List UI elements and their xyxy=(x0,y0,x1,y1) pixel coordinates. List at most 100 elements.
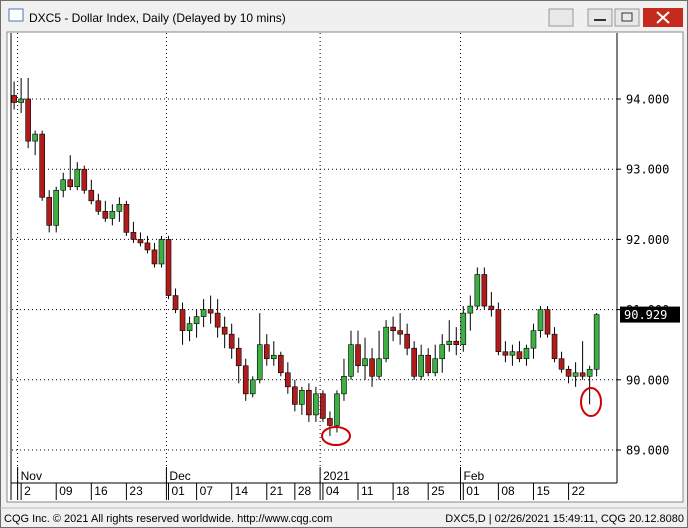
candle-body xyxy=(544,309,551,335)
candle-body xyxy=(242,365,249,395)
candle-body xyxy=(565,368,572,377)
status-right: DXC5,D | 02/26/2021 15:49:11, CQG 20.12.… xyxy=(445,513,684,525)
last-price-label: 90.929 xyxy=(624,308,667,322)
month-label: 2021 xyxy=(323,469,350,483)
candle-body xyxy=(102,211,109,219)
candle-body xyxy=(397,330,403,335)
candle-body xyxy=(341,375,347,395)
x-tick-label: 01 xyxy=(466,484,480,498)
status-left: CQG Inc. © 2021 All rights reserved worl… xyxy=(4,513,332,525)
candle-body xyxy=(481,274,488,307)
candle-body xyxy=(523,347,530,360)
candle-body xyxy=(334,393,340,426)
candle-body xyxy=(446,340,453,346)
candle-body xyxy=(376,358,382,377)
app-icon xyxy=(8,8,24,22)
candle-body xyxy=(390,326,396,331)
candle-body xyxy=(270,354,277,360)
candle-body xyxy=(32,133,38,142)
candle-body xyxy=(74,168,81,188)
candle-body xyxy=(137,239,144,244)
candle-body xyxy=(95,200,102,212)
annotation-circle xyxy=(321,426,351,446)
link-button[interactable] xyxy=(548,8,574,27)
candle-body xyxy=(404,333,410,349)
candle-body xyxy=(593,314,600,370)
candle-body xyxy=(474,274,481,307)
candle-body xyxy=(509,351,516,356)
candle-body xyxy=(39,133,45,198)
candle-body xyxy=(586,368,593,377)
candle-body xyxy=(551,333,558,360)
candle-body xyxy=(88,189,95,202)
y-tick-label: 92.000 xyxy=(626,233,669,247)
candle-body xyxy=(383,326,389,360)
chart-title: DXC5 - Dollar Index, Daily (Delayed by 1… xyxy=(29,11,286,25)
candle-body xyxy=(109,211,116,219)
candle-body xyxy=(144,242,151,251)
x-tick-label: 2 xyxy=(24,484,31,498)
candle-body xyxy=(186,323,193,331)
close-icon xyxy=(656,11,670,24)
candle-body xyxy=(60,179,67,191)
candle-body xyxy=(537,309,544,331)
x-tick-label: 08 xyxy=(501,484,515,498)
maximize-button[interactable] xyxy=(614,8,640,27)
x-tick-label: 11 xyxy=(361,484,374,498)
x-tick-label: 15 xyxy=(536,484,550,498)
candle-body xyxy=(292,386,298,405)
candle-body xyxy=(579,372,586,377)
candle-body xyxy=(411,347,417,377)
candle-body xyxy=(25,98,31,142)
candle-body xyxy=(278,354,284,374)
candle-body xyxy=(488,305,495,310)
x-tick-label: 18 xyxy=(396,484,410,498)
candle-body xyxy=(327,418,333,426)
x-tick-label: 07 xyxy=(200,484,214,498)
candle-body xyxy=(130,232,137,240)
candle-body xyxy=(18,98,24,103)
y-tick-label: 93.000 xyxy=(626,163,669,177)
candle-body xyxy=(495,309,502,353)
candle-body xyxy=(418,354,424,377)
candle-body xyxy=(453,340,460,346)
minimize-button[interactable] xyxy=(587,8,613,27)
candle-body xyxy=(467,305,474,314)
candle-body xyxy=(221,326,228,335)
candle-body xyxy=(285,372,291,388)
candle-body xyxy=(207,309,214,314)
candle-body xyxy=(530,330,537,349)
y-tick-label: 90.000 xyxy=(626,373,669,387)
last-price-box xyxy=(620,306,680,323)
candle-body xyxy=(123,203,130,233)
x-tick-label: 16 xyxy=(94,484,108,498)
candle-body xyxy=(228,333,235,349)
candle-body xyxy=(214,312,221,328)
y-tick-label: 94.000 xyxy=(626,92,669,106)
candle-body xyxy=(348,344,354,377)
candle-body xyxy=(306,390,312,416)
candle-body xyxy=(439,344,446,360)
candle-body xyxy=(502,351,509,356)
candle-body xyxy=(249,379,256,395)
candle-body xyxy=(369,358,375,377)
candle-body xyxy=(46,196,52,226)
x-tick-label: 22 xyxy=(572,484,586,498)
window-buttons[interactable] xyxy=(548,8,683,27)
maximize-icon xyxy=(621,12,633,22)
x-tick-label: 21 xyxy=(270,484,284,498)
x-tick-label: 25 xyxy=(431,484,445,498)
candle-body xyxy=(460,312,467,346)
candle-body xyxy=(179,309,186,331)
candle-body xyxy=(151,249,158,265)
month-label: Feb xyxy=(463,469,484,483)
candle-body xyxy=(256,344,263,381)
candle-body xyxy=(313,393,319,416)
candle-body xyxy=(81,168,88,191)
candle-body xyxy=(11,95,17,103)
candle-body xyxy=(263,344,270,360)
candle-body xyxy=(53,189,60,226)
candle-body xyxy=(572,372,579,377)
